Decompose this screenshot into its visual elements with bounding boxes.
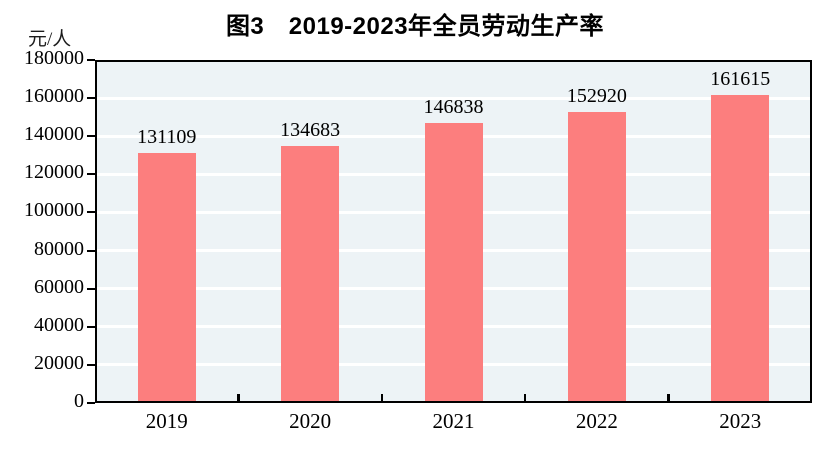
- x-axis-tick-label: 2022: [575, 409, 618, 433]
- y-axis-tick-mark: [87, 249, 95, 252]
- bar-value-label: 146838: [423, 96, 484, 119]
- y-axis-tick-label: 140000: [24, 123, 84, 146]
- y-axis-tick-mark: [87, 211, 95, 214]
- y-axis-tick-mark: [87, 59, 95, 61]
- y-axis-tick-label: 120000: [24, 161, 84, 184]
- y-axis-tick-label: 20000: [34, 351, 84, 374]
- x-axis-tick-mark: [523, 394, 527, 403]
- bar-value-label: 134683: [280, 119, 341, 142]
- bar: [567, 111, 626, 403]
- y-axis-tick-mark: [87, 173, 95, 176]
- x-axis-tick-label: 2019: [145, 409, 188, 433]
- y-axis-tick-label: 160000: [24, 85, 84, 108]
- y-axis-tick-label: 100000: [24, 199, 84, 222]
- x-axis-tick-label: 2020: [289, 409, 332, 433]
- bar: [137, 153, 196, 403]
- y-axis-tick-mark: [87, 363, 95, 366]
- y-axis-tick-label: 0: [74, 390, 84, 412]
- x-axis-tick-mark: [667, 394, 670, 403]
- bar: [281, 146, 340, 403]
- y-axis-tick-mark: [87, 402, 95, 404]
- y-axis-tick-mark: [87, 97, 95, 100]
- gridline: [95, 96, 812, 100]
- plot-area: 131109 134683 146838 152920 161615: [95, 60, 812, 403]
- y-axis-tick-label: 60000: [34, 275, 84, 298]
- x-axis-tick-mark: [380, 394, 384, 403]
- x-axis-tick-label: 2023: [719, 409, 762, 433]
- y-axis-tick-mark: [87, 287, 95, 290]
- chart-title: 图3 2019-2023年全员劳动生产率: [225, 13, 605, 40]
- bar-value-label: 131109: [137, 126, 197, 149]
- y-axis-tick-mark: [87, 135, 95, 138]
- y-axis-tick-label: 180000: [24, 47, 84, 69]
- bar-value-label: 161615: [710, 68, 771, 91]
- y-axis-tick-mark: [87, 325, 95, 328]
- bar: [711, 95, 770, 403]
- x-axis-tick-label: 2021: [432, 409, 475, 433]
- y-axis-tick-label: 40000: [34, 313, 84, 336]
- bar-value-label: 152920: [566, 84, 627, 107]
- x-axis-tick-mark: [237, 394, 240, 403]
- bar: [424, 123, 483, 403]
- y-axis-tick-label: 80000: [34, 237, 84, 260]
- y-axis-unit-label: 元/人: [28, 29, 72, 50]
